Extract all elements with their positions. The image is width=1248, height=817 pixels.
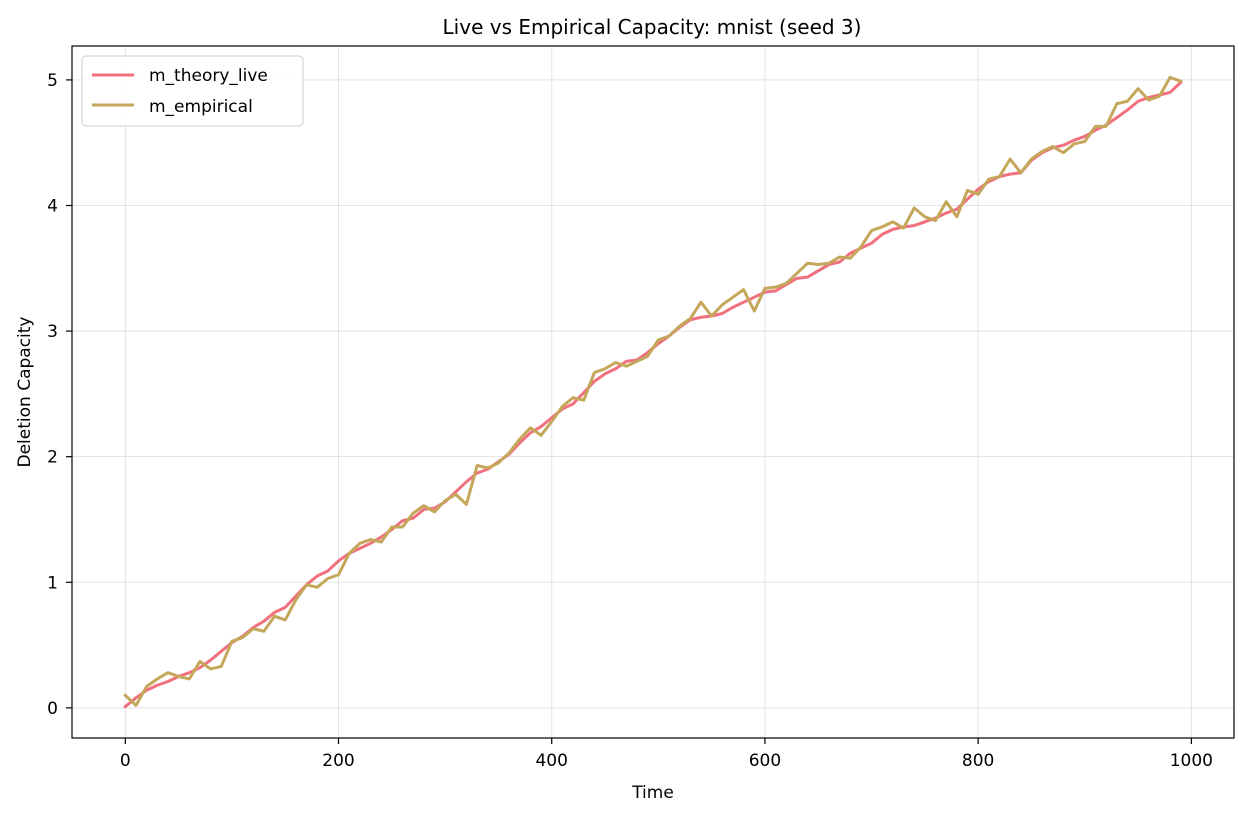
x-tick-label: 200 (322, 751, 354, 771)
legend-box (81, 55, 304, 127)
legend-label-m-theory-live: m_theory_live (149, 66, 268, 86)
x-tick-label: 600 (749, 751, 781, 771)
x-tick-label: 0 (120, 751, 131, 771)
series-lines (123, 75, 1183, 709)
x-tick-label: 800 (962, 751, 994, 771)
x-tick-label: 1000 (1170, 751, 1213, 771)
plot-frame (71, 45, 1235, 739)
y-tick-label: 2 (47, 448, 58, 468)
axis-ticks: 0 200 400 600 800 1000 0 1 2 3 4 5 (47, 71, 1213, 771)
y-axis-label: Deletion Capacity (15, 317, 35, 468)
y-tick-label: 0 (47, 699, 58, 719)
grid (72, 46, 1234, 738)
y-tick-label: 3 (47, 322, 58, 342)
x-axis-label: Time (631, 783, 674, 803)
series-line-m-empirical (123, 75, 1183, 707)
y-tick-label: 5 (47, 71, 58, 91)
chart-title: Live vs Empirical Capacity: mnist (seed … (443, 15, 862, 39)
legend: m_theory_live m_empirical (81, 55, 304, 127)
legend-label-m-empirical: m_empirical (149, 97, 253, 117)
y-tick-label: 1 (47, 573, 58, 593)
x-tick-label: 400 (535, 751, 567, 771)
y-tick-label: 4 (47, 196, 58, 216)
